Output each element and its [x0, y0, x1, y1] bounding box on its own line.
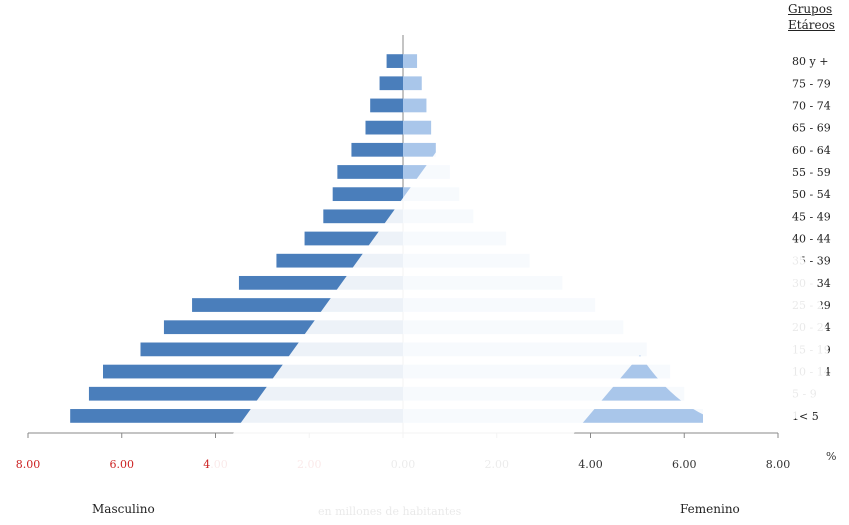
bar-female-6 [403, 275, 563, 290]
age-group-label-3: 15 - 19 [792, 343, 831, 356]
bar-male-15 [379, 76, 403, 91]
x-tick-label-7: 6.00 [672, 458, 697, 471]
masculino-label: Masculino [92, 502, 155, 516]
percent-unit: % [826, 450, 837, 463]
age-group-label-16: 80 y + [792, 55, 828, 68]
bar-female-5 [403, 298, 596, 312]
age-group-label-10: 50 - 54 [792, 188, 831, 201]
bar-female-16 [403, 54, 418, 68]
age-group-label-14: 70 - 74 [792, 99, 831, 112]
bar-female-14 [403, 98, 427, 113]
x-tick-label-5: 2.00 [485, 458, 510, 471]
bar-female-9 [403, 209, 474, 224]
bar-female-11 [403, 165, 450, 179]
bar-male-1 [88, 386, 403, 401]
age-group-label-1: 5 - 9 [792, 388, 817, 401]
bar-male-8 [304, 231, 403, 246]
bar-male-14 [370, 98, 403, 113]
bar-female-0 [403, 409, 703, 423]
bar-female-4 [403, 320, 624, 335]
x-tick-label-2: 4.00 [203, 458, 228, 471]
femenino-label: Femenino [680, 502, 740, 516]
x-tick-label-0: 8.00 [16, 458, 41, 471]
bar-female-7 [403, 253, 530, 268]
legend-title-line2: Etáreos [788, 18, 835, 32]
age-group-label-8: 40 - 44 [792, 233, 831, 246]
age-group-label-5: 25 - 29 [792, 299, 831, 312]
bar-male-11 [337, 165, 403, 179]
bar-male-9 [323, 209, 403, 224]
age-group-label-12: 60 - 64 [792, 144, 831, 157]
bar-male-10 [332, 187, 403, 202]
bar-male-12 [351, 142, 403, 157]
age-group-label-2: 10 - 14 [792, 366, 831, 379]
bar-female-1 [403, 386, 685, 401]
age-group-label-4: 20 - 24 [792, 321, 831, 334]
bar-female-15 [403, 76, 422, 91]
legend-title-line1: Grupos [788, 2, 833, 16]
age-group-label-0: 1< 5 [792, 410, 819, 423]
bar-female-3 [403, 342, 647, 357]
bar-female-10 [403, 187, 460, 202]
x-axis-title: en millones de habitantes [318, 505, 462, 518]
bar-male-5 [192, 298, 403, 312]
age-group-label-9: 45 - 49 [792, 210, 831, 223]
age-group-label-11: 55 - 59 [792, 166, 831, 179]
bar-male-4 [163, 320, 403, 335]
bar-male-3 [140, 342, 403, 357]
bar-female-8 [403, 231, 507, 246]
age-group-label-13: 65 - 69 [792, 122, 831, 135]
bar-male-0 [70, 409, 403, 423]
bar-female-13 [403, 120, 432, 135]
bar-male-13 [365, 120, 403, 135]
age-group-label-6: 30 - 34 [792, 277, 831, 290]
age-group-label-7: 35 - 39 [792, 255, 831, 268]
bar-female-12 [403, 142, 436, 157]
x-tick-label-1: 6.00 [110, 458, 135, 471]
age-group-label-15: 75 - 79 [792, 77, 831, 90]
bar-male-2 [103, 364, 403, 379]
bar-male-6 [238, 275, 403, 290]
x-tick-label-3: 2.00 [297, 458, 322, 471]
bar-female-2 [403, 364, 671, 379]
bar-male-16 [386, 54, 403, 68]
bar-male-7 [276, 253, 403, 268]
x-tick-label-8: 8.00 [766, 458, 791, 471]
x-tick-label-4: 0.00 [391, 458, 416, 471]
x-tick-label-6: 4.00 [578, 458, 603, 471]
